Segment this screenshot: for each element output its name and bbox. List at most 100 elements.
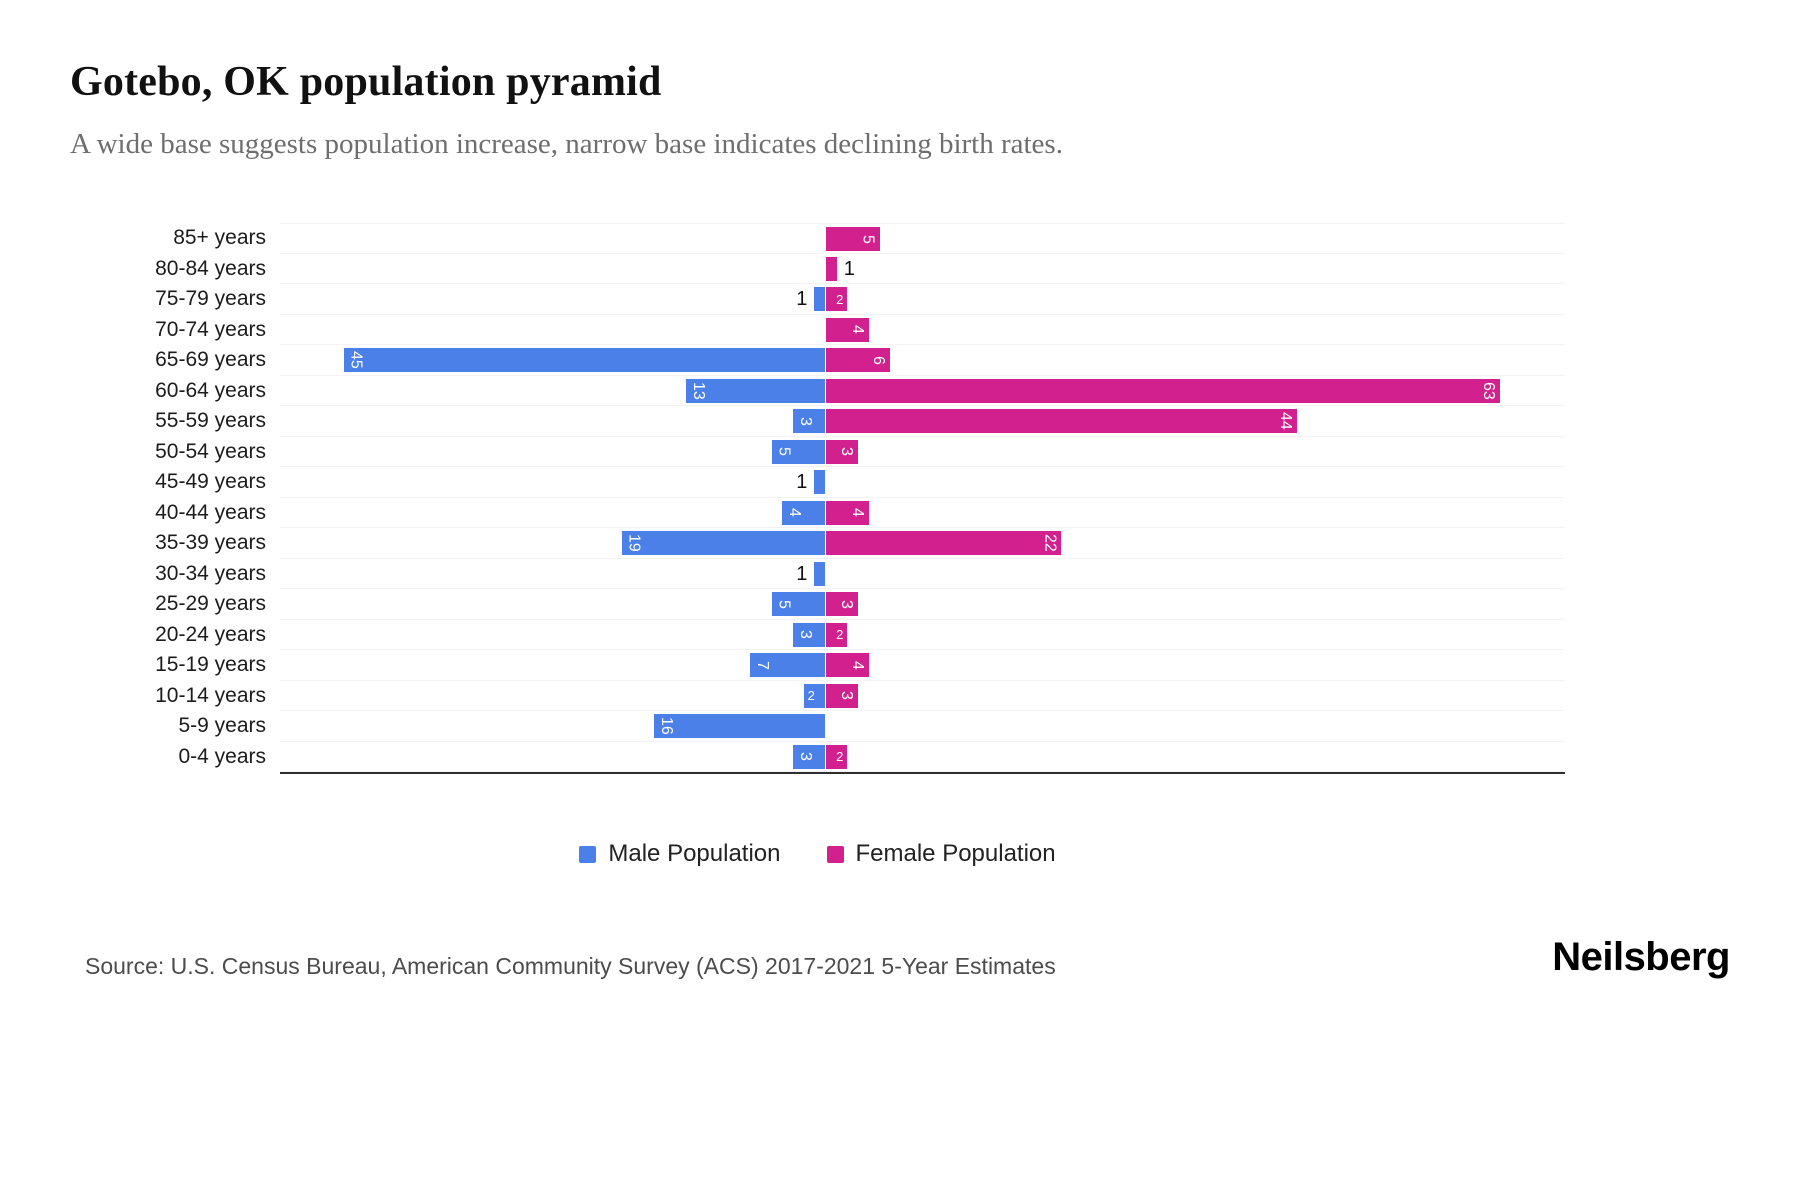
pyramid-row: 40-44 years 4 4	[70, 498, 1565, 528]
pyramid-row: 75-79 years 1 2	[70, 284, 1565, 315]
bar-value-label: 3	[796, 630, 814, 639]
male-bar: 3	[792, 409, 825, 433]
legend-label-female: Female Population	[855, 840, 1056, 867]
bar-value-label: 1	[796, 562, 808, 585]
bar-value-label: 19	[625, 534, 643, 552]
female-bar: 22	[826, 531, 1062, 555]
age-group-label: 50-54 years	[155, 439, 266, 463]
pyramid-row: 20-24 years 3 2	[70, 620, 1565, 650]
female-legend-swatch-icon	[826, 845, 844, 863]
page-subtitle: A wide base suggests population increase…	[70, 128, 1063, 160]
page-title: Gotebo, OK population pyramid	[70, 59, 662, 105]
age-group-label: 25-29 years	[155, 592, 266, 615]
male-bar: 13	[685, 378, 825, 403]
pyramid-row: 85+ years 5	[70, 223, 1565, 254]
bar-value-label: 1	[796, 471, 808, 493]
bar-value-label: 5	[775, 599, 793, 609]
female-bar: 2	[826, 744, 848, 769]
bar-value-label: 1	[796, 288, 808, 310]
pyramid-row-plot: 5	[280, 223, 1565, 254]
bar-value-label: 3	[838, 599, 856, 609]
bar-value-label: 2	[807, 688, 815, 703]
female-bar: 5	[826, 227, 880, 251]
bar-value-label: 4	[848, 660, 866, 670]
age-group-label: 10-14 years	[155, 683, 266, 707]
bar-value-label: 13	[689, 381, 707, 400]
age-group-label: 45-49 years	[155, 470, 266, 493]
age-group-label: 15-19 years	[155, 653, 266, 676]
female-bar: 2	[826, 287, 848, 311]
bar-value-label: 3	[838, 447, 856, 456]
age-group-label: 85+ years	[173, 226, 266, 249]
age-group-label: 55-59 years	[155, 409, 266, 432]
male-bar: 3	[792, 744, 825, 769]
bar-value-label: 5	[775, 447, 793, 456]
pyramid-row-plot: 1	[280, 254, 1565, 284]
pyramid-row: 70-74 years 4	[70, 315, 1565, 345]
female-bar	[826, 256, 837, 281]
male-bar: 4	[782, 500, 825, 525]
female-bar: 4	[826, 653, 869, 677]
male-bar: 45	[343, 348, 825, 372]
bar-value-label: 45	[347, 351, 365, 369]
age-group-label: 20-24 years	[155, 622, 266, 646]
male-bar: 16	[653, 714, 825, 738]
male-bar: 2	[803, 683, 825, 708]
age-group-label: 5-9 years	[178, 714, 266, 737]
pyramid-row: 35-39 years 19 22	[70, 528, 1565, 559]
bar-value-label: 44	[1276, 412, 1294, 430]
age-group-label: 60-64 years	[155, 378, 266, 402]
male-bar: 7	[750, 653, 825, 677]
pyramid-row-plot: 3 44	[280, 406, 1565, 437]
age-group-label: 40-44 years	[155, 500, 266, 524]
pyramid-row: 65-69 years 45 6	[70, 345, 1565, 376]
female-bar: 3	[826, 683, 859, 708]
female-bar: 44	[826, 409, 1297, 433]
pyramid-row: 10-14 years 2 3	[70, 681, 1565, 711]
pyramid-row-plot: 1	[280, 559, 1565, 589]
bar-value-label: 6	[870, 355, 888, 365]
pyramid-row: 5-9 years 16	[70, 711, 1565, 742]
age-group-label: 70-74 years	[155, 317, 266, 341]
age-group-label: 35-39 years	[155, 531, 266, 554]
bar-value-label: 4	[848, 325, 866, 334]
footer: Source: U.S. Census Bureau, American Com…	[85, 935, 1730, 980]
bar-value-label: 4	[786, 508, 804, 517]
male-bar	[814, 470, 825, 494]
pyramid-row-plot: 4	[280, 315, 1565, 345]
bar-value-label: 5	[859, 234, 877, 244]
male-legend-swatch-icon	[579, 845, 597, 863]
source-attribution: Source: U.S. Census Bureau, American Com…	[85, 953, 1056, 979]
pyramid-row: 55-59 years 3 44	[70, 406, 1565, 437]
pyramid-row-plot: 19 22	[280, 528, 1565, 559]
bar-value-label: 2	[836, 749, 844, 764]
pyramid-rows: 85+ years 5 80-84 years 1 75-79 years 1 2 70-74…	[70, 223, 1565, 772]
female-bar: 6	[826, 348, 891, 372]
bar-value-label: 1	[843, 257, 855, 280]
pyramid-row-plot: 1	[280, 467, 1565, 498]
bar-value-label: 2	[836, 627, 844, 642]
female-bar: 4	[826, 317, 869, 342]
age-group-label: 75-79 years	[155, 287, 266, 310]
legend-label-male: Male Population	[608, 840, 781, 867]
male-bar: 5	[771, 439, 825, 464]
male-bar: 19	[621, 531, 825, 555]
pyramid-row: 0-4 years 3 2	[70, 742, 1565, 772]
legend-item-male: Male Population	[579, 840, 781, 868]
age-group-label: 80-84 years	[155, 256, 266, 280]
male-bar: 3	[792, 622, 825, 647]
bar-value-label: 2	[836, 291, 844, 307]
female-bar: 3	[826, 439, 859, 464]
population-pyramid-chart: 85+ years 5 80-84 years 1 75-79 years 1 2 70-74…	[70, 223, 1565, 774]
pyramid-row: 60-64 years 13 63	[70, 376, 1565, 406]
brand-logo: Neilsberg	[1552, 935, 1730, 979]
bar-value-label: 63	[1480, 381, 1498, 400]
